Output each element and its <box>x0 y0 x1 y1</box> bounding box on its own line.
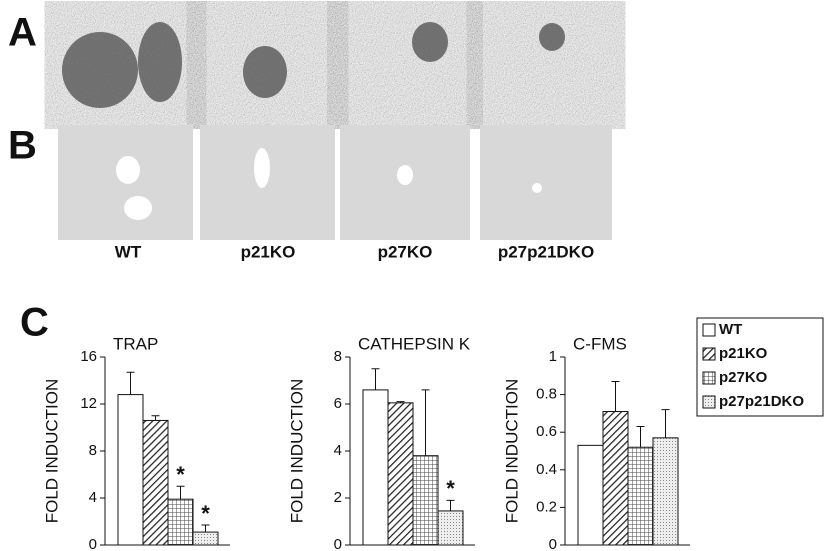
bar <box>387 402 414 546</box>
y-tick-label: 0.4 <box>536 461 557 478</box>
image-label: p27KO <box>378 242 433 261</box>
y-tick-label: 12 <box>80 395 97 412</box>
y-tick-label: 16 <box>80 348 97 365</box>
error-bar <box>201 524 210 533</box>
error-bar <box>176 485 185 500</box>
bar <box>437 510 464 546</box>
bar <box>577 444 604 546</box>
y-tick-label: 6 <box>334 395 342 412</box>
y-tick-label: 0.6 <box>536 423 557 440</box>
panel-label: C <box>20 301 49 345</box>
cell <box>539 23 565 51</box>
cell <box>412 22 448 62</box>
cell <box>243 46 287 98</box>
y-axis-label: FOLD INDUCTION <box>42 379 61 524</box>
significance-label: * <box>201 501 210 526</box>
bar <box>192 531 219 546</box>
error-bar <box>611 380 620 412</box>
error-bar <box>371 368 380 390</box>
cell <box>62 32 138 108</box>
legend-label: p21KO <box>719 345 768 362</box>
image-label: WT <box>115 242 142 261</box>
legend-swatch <box>702 347 716 361</box>
y-tick-label: 1 <box>549 348 557 365</box>
legend-swatch <box>702 395 716 409</box>
pit <box>397 165 413 185</box>
bar <box>117 394 144 546</box>
error-bar <box>126 371 135 395</box>
pit <box>116 156 140 184</box>
legend-label: WT <box>719 321 742 338</box>
y-tick-label: 4 <box>89 489 97 506</box>
legend-swatch <box>702 323 716 337</box>
micrograph <box>480 125 612 240</box>
bar <box>412 455 439 546</box>
y-tick-label: 2 <box>334 489 342 506</box>
error-bar <box>396 401 405 403</box>
bar <box>362 389 389 546</box>
y-axis-label: FOLD INDUCTION <box>287 379 306 524</box>
error-bar <box>661 409 670 438</box>
pit <box>124 196 152 220</box>
y-axis-label: FOLD INDUCTION <box>502 379 521 524</box>
significance-label: * <box>176 462 185 487</box>
bar <box>627 446 654 546</box>
error-bar <box>636 426 645 448</box>
image-label: p27p21DKO <box>498 242 594 261</box>
chart-title: CATHEPSIN K <box>358 334 471 353</box>
legend-label: p27p21DKO <box>719 393 804 410</box>
image-label: p21KO <box>241 242 296 261</box>
legend-label: p27KO <box>719 369 768 386</box>
chart-title: TRAP <box>113 334 158 353</box>
panel-label: A <box>8 11 37 55</box>
error-bar <box>421 389 430 456</box>
significance-label: * <box>446 476 455 501</box>
images <box>58 12 612 240</box>
y-tick-label: 4 <box>334 442 342 459</box>
y-tick-label: 0.2 <box>536 498 557 515</box>
y-tick-label: 0 <box>334 536 342 551</box>
legend-swatch <box>702 371 716 385</box>
legend-box <box>696 317 824 417</box>
bar <box>142 419 169 546</box>
error-bar <box>446 499 455 511</box>
y-tick-label: 0.8 <box>536 386 557 403</box>
pit <box>254 148 270 188</box>
bar <box>652 437 679 546</box>
y-tick-label: 0 <box>549 536 557 551</box>
panel-label: B <box>8 124 37 168</box>
y-tick-label: 0 <box>89 536 97 551</box>
y-tick-label: 8 <box>89 442 97 459</box>
chart-title: C-FMS <box>573 334 627 353</box>
pit <box>532 183 542 193</box>
bar <box>602 411 629 546</box>
error-bar <box>151 415 160 421</box>
cell <box>138 22 182 102</box>
y-tick-label: 8 <box>334 348 342 365</box>
bar <box>167 498 194 546</box>
micrograph <box>340 12 470 118</box>
